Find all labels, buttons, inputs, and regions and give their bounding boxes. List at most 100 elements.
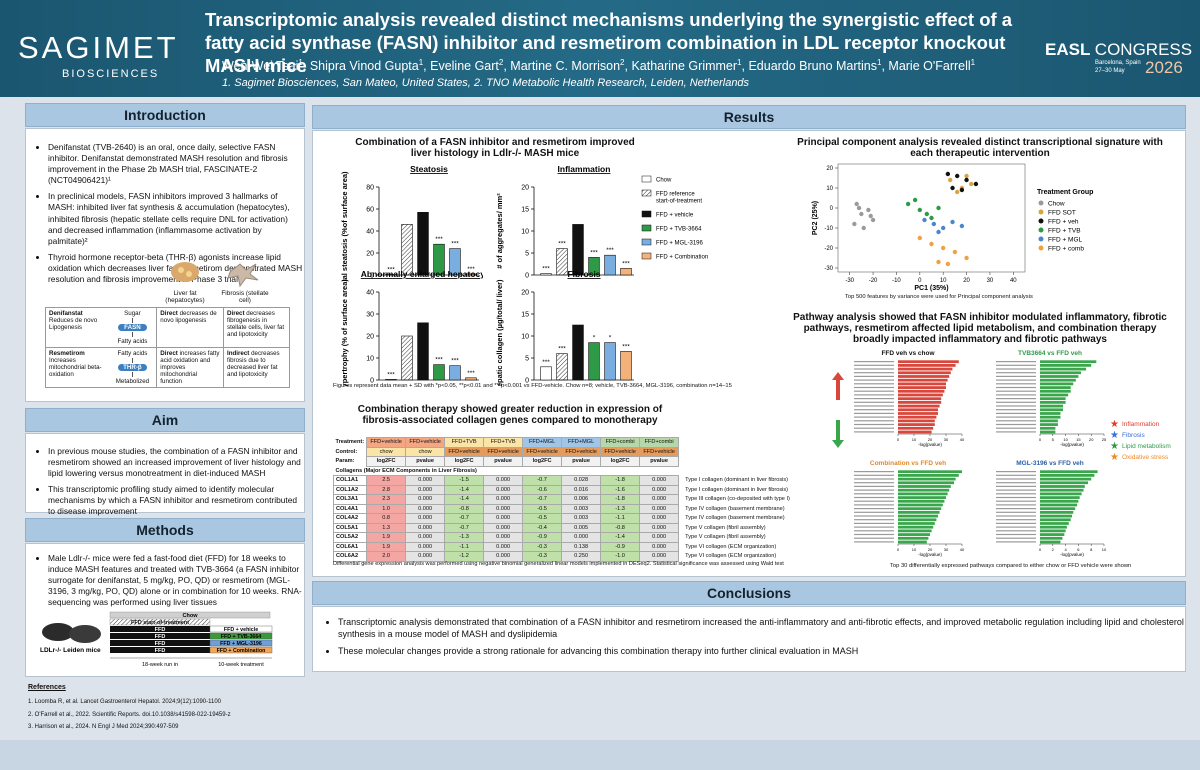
x-tick-label: 10 (912, 437, 917, 442)
bar (1040, 503, 1078, 507)
pathway-name-placeholder (854, 398, 894, 400)
cell: 0.000 (639, 503, 680, 514)
author: Martine C. Morrison2 (510, 58, 631, 74)
y-tick-label: 20 (521, 185, 529, 192)
cell: -0.9 (600, 541, 641, 552)
y-tick-label: 40 (366, 290, 374, 297)
legend-swatch (641, 189, 652, 197)
bar (449, 365, 461, 381)
kind: Indirect (227, 350, 250, 357)
cell: -1.4 (444, 494, 485, 505)
x-tick-label: -20 (869, 278, 878, 284)
legend-label: Chow (656, 178, 672, 184)
bar (898, 408, 938, 412)
x-tick-label: 0 (897, 547, 900, 552)
bar (898, 525, 934, 529)
bar (898, 360, 959, 364)
bar (556, 248, 568, 276)
row: COL6A2 2.0 0.000 -1.2 0.000 -0.3 0.250 -1.0 0.00… (332, 551, 793, 562)
arm-bar (209, 632, 273, 640)
header-cell: log2FC (522, 456, 563, 467)
legend-swatch (1038, 236, 1044, 242)
legend-swatch (641, 224, 652, 232)
header-row: Param: log2FC pvalue log2FC pvalue log2FC pval… (334, 456, 793, 467)
timeline-label: 18-week run in (142, 662, 178, 668)
pathway-name-placeholder (996, 496, 1036, 499)
x-tick-label: 30 (944, 437, 949, 442)
pathway-name-placeholder (996, 519, 1036, 521)
bar (1040, 408, 1064, 412)
cell: Sugar FASN Fatty acids (108, 307, 158, 348)
bar-chart: Inflammation # of aggregates/ mm² 0 5 10 15 20… (495, 164, 634, 280)
congress-year: 2026 (1145, 58, 1183, 77)
arm-bar (209, 639, 273, 647)
header-cell: FFD+vehicle (522, 446, 563, 457)
y-tick-label: 20 (826, 166, 833, 172)
bar (1040, 507, 1076, 511)
description: Type IV collagen (basement membrane) (685, 505, 785, 512)
legend-label: FFD reference start-of-treatment (656, 192, 702, 205)
row-label: Control: (335, 448, 358, 455)
references: 1. Loomba R, et al. Lancet Gastroenterol… (28, 696, 231, 734)
arm-label: FFD + MGL-3196 (220, 641, 262, 647)
pathway-name-placeholder (854, 390, 894, 392)
x-tick-label: 10 (912, 547, 917, 552)
point (936, 205, 941, 211)
point (936, 229, 941, 235)
header-cell: pvalue (561, 456, 602, 467)
pathway-name-placeholder (854, 364, 894, 366)
cell: -1.5 (444, 475, 485, 486)
pathway-name-placeholder (854, 420, 894, 422)
bar (898, 485, 951, 488)
pathway-name-placeholder (996, 485, 1036, 487)
author-name: Martine C. Morrison (510, 59, 621, 74)
pathway-name-placeholder (996, 405, 1036, 407)
cell: 0.005 (561, 522, 602, 533)
legend: Treatment Group Chow FFD SOT FFD + veh FFD +… (1037, 189, 1093, 253)
x-tick-label: 40 (1010, 278, 1017, 284)
legend-star: ★ (1110, 419, 1119, 430)
x-tick-label: 10 (1063, 437, 1068, 442)
header-cell: FFD+vehicle (600, 446, 641, 457)
pca-title: Principal component analysis revealed di… (797, 137, 1163, 159)
mouse-icon (69, 625, 101, 643)
pathway-name-placeholder (996, 471, 1036, 473)
mice-label: LDLr-/- Leiden mice (40, 647, 101, 654)
logo-sub: BIOSCIENCES (62, 68, 160, 80)
cell: -1.8 (600, 494, 641, 505)
author-name: Wen-Wei Tsai (222, 59, 299, 74)
cell: 2.8 (366, 484, 407, 495)
pathway-name-placeholder (996, 541, 1036, 543)
pathway-name-placeholder (996, 423, 1036, 426)
point (940, 225, 946, 231)
pathway-name-placeholder (854, 537, 894, 539)
bar (1040, 423, 1058, 426)
chart-title: Steatosis (410, 164, 448, 174)
significance: *** (435, 236, 443, 243)
cell: -1.4 (600, 532, 641, 543)
pathway-name-placeholder (854, 431, 894, 433)
pathway-name-placeholder (854, 522, 894, 524)
legend: ★ Inflammation★ Fibrosis★ Lipid metabolism★… (1110, 419, 1171, 463)
header-cell: log2FC (444, 456, 485, 467)
pathway-name-placeholder (996, 394, 1036, 396)
pathway-name-placeholder (996, 526, 1036, 528)
label: Fibrosis (stellate cell) (221, 290, 269, 304)
cell: 0.006 (561, 494, 602, 505)
pathway-title: Pathway analysis showed that FASN inhibi… (793, 312, 1167, 345)
bar-chart: Abnormally enlarged hepatocytes Hypertrop… (340, 269, 483, 386)
row: COL6A1 1.9 0.000 -1.1 0.000 -0.3 0.138 -0.9 0.00… (332, 541, 793, 552)
cell: 0.000 (639, 522, 680, 533)
legend-star: ★ (1110, 430, 1119, 441)
reference: 2. O'Farrell et al., 2022. Scientific Re… (28, 711, 231, 718)
author: Eduardo Bruno Martins1 (748, 58, 888, 73)
row: COL1A2 2.8 0.000 -1.4 0.000 -0.6 0.016 -1.6 0.00… (332, 484, 793, 495)
pathway-name-placeholder (996, 489, 1036, 491)
arrow (131, 318, 133, 323)
cell: 0.000 (483, 475, 524, 486)
direction-arrows (832, 372, 844, 448)
section-header: Aim (25, 408, 305, 432)
bar (1040, 378, 1076, 382)
pathway-name-placeholder (854, 412, 894, 414)
point (945, 261, 951, 267)
